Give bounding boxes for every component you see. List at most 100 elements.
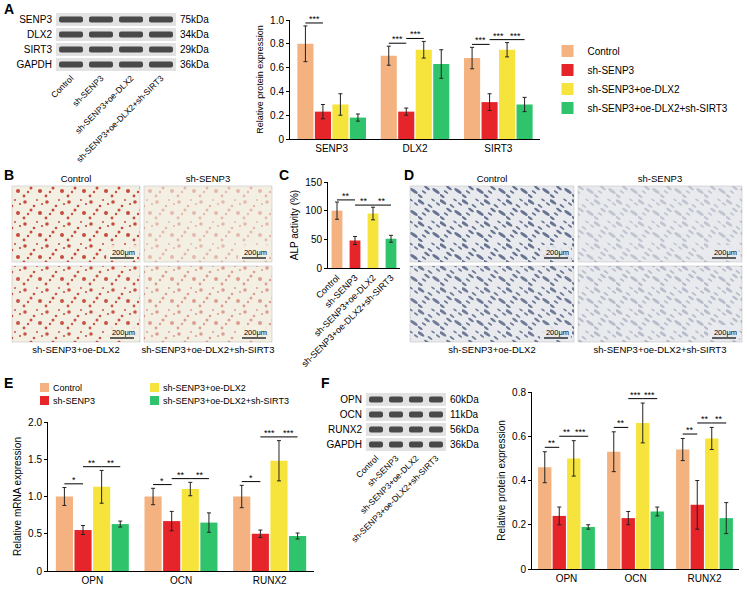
svg-text:Control: Control <box>588 46 620 57</box>
svg-text:0: 0 <box>316 263 322 274</box>
svg-text:36kDa: 36kDa <box>180 59 209 70</box>
svg-text:**: ** <box>617 418 625 428</box>
svg-text:0.8: 0.8 <box>512 387 526 398</box>
svg-text:Relative protein expression: Relative protein expression <box>496 420 507 541</box>
svg-text:OCN: OCN <box>170 575 192 586</box>
svg-text:29kDa: 29kDa <box>180 44 209 55</box>
svg-text:sh-SENP3: sh-SENP3 <box>365 453 400 488</box>
svg-text:200μm: 200μm <box>112 248 135 257</box>
svg-text:sh-SENP3+oe-DLX2: sh-SENP3+oe-DLX2 <box>588 84 680 95</box>
svg-text:34kDa: 34kDa <box>180 29 209 40</box>
svg-text:B: B <box>4 167 14 183</box>
svg-text:**: ** <box>548 438 556 448</box>
svg-text:sh-SENP3+oe-DLX2: sh-SENP3+oe-DLX2 <box>448 344 535 355</box>
svg-text:sh-SENP3+oe-DLX2+sh-SIRT3: sh-SENP3+oe-DLX2+sh-SIRT3 <box>349 453 440 544</box>
svg-text:0.4: 0.4 <box>512 475 526 486</box>
svg-text:200μm: 200μm <box>244 328 267 337</box>
svg-text:Control: Control <box>49 73 76 100</box>
svg-text:SENP3: SENP3 <box>315 143 348 154</box>
svg-text:1.0: 1.0 <box>270 15 284 26</box>
svg-text:DLX2: DLX2 <box>27 29 52 40</box>
svg-text:OCN: OCN <box>340 409 362 420</box>
svg-text:sh-SENP3: sh-SENP3 <box>588 65 635 76</box>
svg-text:sh-SENP3+oe-DLX2: sh-SENP3+oe-DLX2 <box>32 344 119 355</box>
svg-text:***: *** <box>630 390 641 400</box>
svg-text:**: ** <box>196 470 204 480</box>
svg-text:***: *** <box>392 34 403 44</box>
svg-text:sh-SENP3: sh-SENP3 <box>323 273 360 310</box>
svg-text:Relative mRNA expression: Relative mRNA expression <box>12 437 23 556</box>
svg-text:Relative protein expression: Relative protein expression <box>255 25 265 134</box>
svg-text:C: C <box>279 167 289 183</box>
svg-text:36kDa: 36kDa <box>450 439 479 450</box>
svg-text:200μm: 200μm <box>244 248 267 257</box>
svg-text:sh-SENP3+oe-DLX2+sh-SIRT3: sh-SENP3+oe-DLX2+sh-SIRT3 <box>299 273 395 369</box>
svg-text:RUNX2: RUNX2 <box>688 573 722 584</box>
svg-text:RUNX2: RUNX2 <box>253 575 287 586</box>
svg-text:GAPDH: GAPDH <box>326 439 362 450</box>
svg-text:SENP3: SENP3 <box>19 14 52 25</box>
svg-text:*: * <box>249 473 253 483</box>
svg-text:50: 50 <box>311 234 323 245</box>
svg-text:sh-SENP3+oe-DLX2+sh-SIRT3: sh-SENP3+oe-DLX2+sh-SIRT3 <box>594 344 727 355</box>
svg-text:E: E <box>4 375 13 391</box>
svg-text:0.8: 0.8 <box>270 38 284 49</box>
svg-text:sh-SENP3: sh-SENP3 <box>70 73 105 108</box>
svg-text:150: 150 <box>305 177 322 188</box>
svg-text:SIRT3: SIRT3 <box>484 143 513 154</box>
svg-text:***: *** <box>644 390 655 400</box>
svg-text:**: ** <box>360 196 368 206</box>
svg-text:0.6: 0.6 <box>270 62 284 73</box>
svg-text:sh-SENP3+oe-DLX2+sh-SIRT3: sh-SENP3+oe-DLX2+sh-SIRT3 <box>142 344 275 355</box>
svg-text:***: *** <box>510 31 521 41</box>
svg-text:1.0: 1.0 <box>28 491 42 502</box>
svg-text:sh-SENP3: sh-SENP3 <box>186 173 230 184</box>
svg-text:**: ** <box>378 196 386 206</box>
svg-text:Control: Control <box>354 453 381 480</box>
svg-text:1.5: 1.5 <box>28 454 42 465</box>
svg-text:OCN: OCN <box>624 573 646 584</box>
svg-text:0.6: 0.6 <box>512 431 526 442</box>
svg-text:200μm: 200μm <box>714 328 737 337</box>
svg-text:sh-SENP3+oe-DLX2: sh-SENP3+oe-DLX2 <box>358 453 421 516</box>
svg-text:200μm: 200μm <box>546 248 569 257</box>
svg-text:**: ** <box>715 414 723 424</box>
svg-text:OPN: OPN <box>81 575 103 586</box>
svg-text:100: 100 <box>305 205 322 216</box>
svg-text:0: 0 <box>520 564 526 575</box>
svg-text:RUNX2: RUNX2 <box>328 424 362 435</box>
svg-text:sh-SENP3: sh-SENP3 <box>638 173 682 184</box>
svg-text:***: *** <box>309 14 320 24</box>
svg-text:Control: Control <box>61 173 92 184</box>
svg-text:0.2: 0.2 <box>270 110 284 121</box>
svg-text:**: ** <box>701 414 709 424</box>
svg-text:*: * <box>160 476 164 486</box>
svg-text:***: *** <box>410 29 421 39</box>
svg-text:*: * <box>72 475 76 485</box>
svg-text:SIRT3: SIRT3 <box>24 44 53 55</box>
svg-text:sh-SENP3+oe-DLX2+sh-SIRT3: sh-SENP3+oe-DLX2+sh-SIRT3 <box>588 103 728 114</box>
svg-text:***: *** <box>264 428 275 438</box>
svg-text:sh-SENP3+oe-DLX2: sh-SENP3+oe-DLX2 <box>73 73 136 136</box>
svg-text:sh-SENP3+oe-DLX2+sh-SIRT3: sh-SENP3+oe-DLX2+sh-SIRT3 <box>74 73 165 164</box>
svg-text:60kDa: 60kDa <box>450 394 479 405</box>
svg-text:0.2: 0.2 <box>512 519 526 530</box>
svg-text:D: D <box>404 167 414 183</box>
svg-text:GAPDH: GAPDH <box>16 59 52 70</box>
svg-text:**: ** <box>563 427 571 437</box>
svg-text:Control: Control <box>314 273 342 301</box>
svg-text:0.4: 0.4 <box>270 86 284 97</box>
svg-text:2.0: 2.0 <box>28 417 42 428</box>
svg-text:sh-SENP3+oe-DLX2: sh-SENP3+oe-DLX2 <box>312 273 378 339</box>
svg-text:200μm: 200μm <box>714 248 737 257</box>
svg-text:0: 0 <box>278 134 284 145</box>
svg-text:**: ** <box>177 470 185 480</box>
svg-text:**: ** <box>88 458 96 468</box>
svg-text:***: *** <box>475 35 486 45</box>
svg-text:56kDa: 56kDa <box>450 424 479 435</box>
svg-text:200μm: 200μm <box>546 328 569 337</box>
svg-text:200μm: 200μm <box>112 328 135 337</box>
svg-text:***: *** <box>283 428 294 438</box>
svg-text:Control: Control <box>477 173 508 184</box>
svg-text:***: *** <box>575 427 586 437</box>
